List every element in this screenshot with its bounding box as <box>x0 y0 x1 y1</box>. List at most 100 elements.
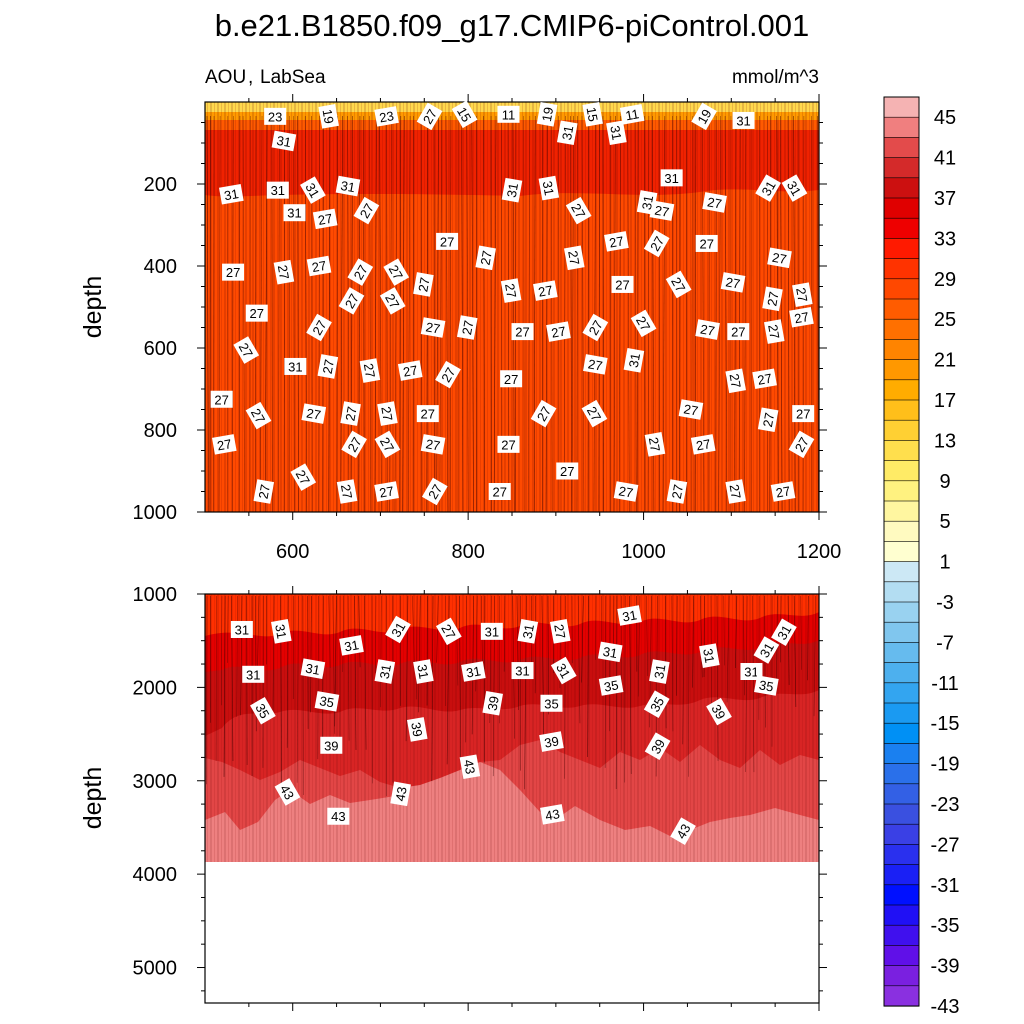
contour-label: 43 <box>459 754 481 780</box>
contour-label-box <box>644 432 666 457</box>
contour-label-box <box>643 229 670 258</box>
contour-label: 39 <box>644 732 671 760</box>
contour-label-text: 31 <box>607 124 624 141</box>
contour-label: 27 <box>611 275 634 293</box>
contour-label: 31 <box>230 620 253 638</box>
contour-label-box <box>385 615 411 644</box>
contour-label-box <box>318 104 339 129</box>
contour-label-text: 27 <box>615 277 629 292</box>
contour-label: 27 <box>500 370 523 388</box>
contour-line <box>570 115 573 512</box>
contour-label-box <box>536 101 558 127</box>
contour-line <box>405 595 409 742</box>
contour-line <box>533 115 536 512</box>
contour-label-box <box>725 368 746 394</box>
contour-label-box <box>420 434 446 455</box>
chart-title: b.e21.B1850.f09_g17.CMIP6-piControl.001 <box>215 8 810 43</box>
contour-label: 31 <box>781 174 808 202</box>
contour-line <box>206 115 209 512</box>
contour-label: 27 <box>374 481 399 502</box>
contour-label: 11 <box>619 104 645 125</box>
contour-label: 27 <box>435 360 461 389</box>
contour-label-text: 27 <box>775 483 792 500</box>
contour-label: 35 <box>643 690 670 718</box>
colorbar-swatch <box>883 743 920 765</box>
contour-line <box>336 115 338 512</box>
contour-label-box <box>245 304 268 322</box>
contour-label-box <box>597 641 623 663</box>
contour-label: 27 <box>613 481 639 502</box>
contour-line <box>563 115 566 512</box>
contour-label-text: 27 <box>647 234 667 254</box>
contour-line <box>613 115 616 512</box>
contour-label-box <box>250 696 276 725</box>
contour-label: 43 <box>670 817 696 845</box>
contour-label-box <box>556 462 579 480</box>
contour-line <box>700 595 703 678</box>
upper-axes: 600 800 1000 1200 200 400 600 800 1000 <box>133 94 841 563</box>
contour-label-box <box>347 258 374 286</box>
contour-label: 27 <box>317 354 339 379</box>
contour-label-text: 27 <box>765 323 782 340</box>
contour-label-text: 27 <box>459 319 476 336</box>
contour-label-box <box>436 232 459 250</box>
contour-label: 31 <box>461 661 486 682</box>
contour-label: 19 <box>536 101 558 127</box>
contour-label-text: 19 <box>539 106 556 123</box>
colorbar-swatch <box>883 500 920 522</box>
contour-label-box <box>300 658 326 679</box>
contour-label-box <box>563 245 585 271</box>
contour-line <box>328 595 331 668</box>
contour-line <box>328 115 331 512</box>
colorbar-tick-label: -43 <box>931 996 960 1018</box>
contour-label: 27 <box>690 434 716 455</box>
contour-label-text: 27 <box>760 411 777 428</box>
contour-line <box>593 115 596 512</box>
contour-label-box <box>540 694 563 712</box>
contour-label: 27 <box>792 282 813 308</box>
contour-line <box>735 595 738 668</box>
contour-label-box <box>497 105 520 123</box>
contour-label-box <box>643 690 670 718</box>
contour-label-text: 27 <box>653 203 670 220</box>
colorbar-tick-label: 45 <box>934 107 956 129</box>
colorbar-swatch <box>883 116 920 138</box>
contour-line <box>347 595 350 741</box>
contour-label-text: 27 <box>361 362 378 379</box>
contour-line <box>634 115 637 512</box>
contour-label: 31 <box>753 636 780 664</box>
contour-line <box>682 595 685 745</box>
contour-line <box>436 595 439 663</box>
contour-label-box <box>511 662 534 680</box>
contour-label-box <box>691 102 717 131</box>
contour-label-text: 27 <box>699 236 713 251</box>
contour-label-text: 19 <box>694 107 714 127</box>
contour-label-text: 31 <box>271 183 285 198</box>
contour-label-box <box>690 434 716 455</box>
contour-line <box>807 595 809 681</box>
contour-line <box>726 595 730 703</box>
contour-label-text: 27 <box>706 194 723 211</box>
contour-label-text: 27 <box>796 407 810 422</box>
contour-label: 27 <box>359 358 381 383</box>
contour-line <box>636 115 639 512</box>
contour-label-text: 27 <box>682 401 699 418</box>
contour-label-box <box>374 659 396 684</box>
lower-contour-lines <box>206 595 816 796</box>
contour-label-text: 27 <box>320 358 337 375</box>
contour-label-text: 27 <box>357 201 377 221</box>
contour-label: 27 <box>789 306 814 328</box>
colorbar-swatch <box>883 460 920 482</box>
contour-label-box <box>720 272 746 293</box>
contour-line <box>483 115 486 512</box>
colorbar-swatch <box>883 339 920 361</box>
region-label: LabSea <box>260 67 326 88</box>
contour-label-text: 31 <box>414 663 431 680</box>
contour-line <box>718 115 721 512</box>
contour-label-text: 27 <box>550 323 567 340</box>
contour-label-text: 27 <box>618 483 635 500</box>
contour-label: 27 <box>770 481 796 502</box>
contour-label-text: 27 <box>440 234 454 249</box>
contour-label-box <box>754 675 779 696</box>
